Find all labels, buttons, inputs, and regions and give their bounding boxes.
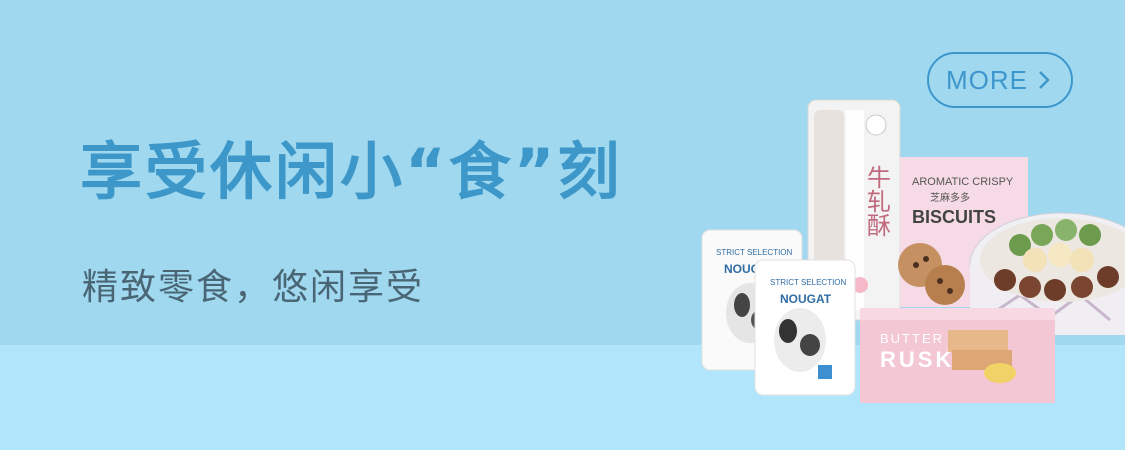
rusk-box-line2: RUSK (880, 347, 954, 372)
nougat-bag-large-line2: NOUGAT (780, 292, 832, 306)
rusk-box: BUTTER RUSK (860, 308, 1055, 403)
product-image-group: 牛轧酥 AROMATIC CRISPY 芝麻多多 BISCUITS (690, 95, 1125, 450)
biscuits-box-line3: BISCUITS (912, 207, 996, 227)
chevron-right-icon (1034, 68, 1054, 92)
nougat-bag-small-line1: STRICT SELECTION (716, 248, 793, 257)
more-button-label: MORE (946, 64, 1028, 95)
tube-label: 牛轧酥 (863, 165, 891, 237)
more-button[interactable]: MORE (927, 52, 1073, 108)
banner-subline: 精致零食，悠闲享受 (82, 267, 425, 308)
biscuits-box-line2: 芝麻多多 (930, 191, 970, 204)
banner-headline: 享受休闲小“食”刻 (80, 135, 623, 208)
biscuits-box-line1: AROMATIC CRISPY (912, 176, 1014, 188)
rusk-box-line1: BUTTER (880, 331, 944, 346)
nougat-bag-large: STRICT SELECTION NOUGAT (754, 259, 856, 396)
nougat-bag-large-line1: STRICT SELECTION (770, 278, 847, 287)
